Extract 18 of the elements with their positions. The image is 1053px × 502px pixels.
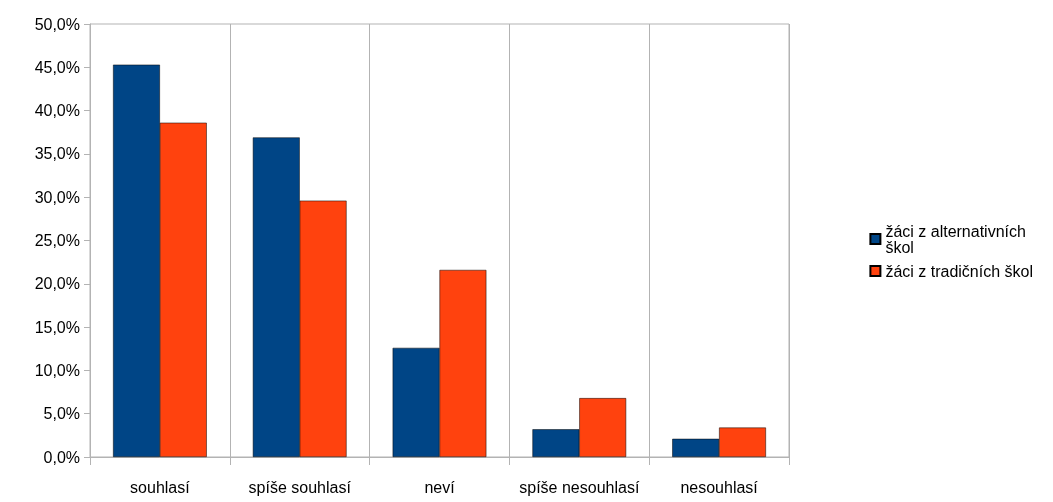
y-tick-label: 15,0%	[34, 318, 80, 336]
x-tick-label: spíše nesouhlasí	[519, 478, 640, 496]
x-tick-label: souhlasí	[130, 478, 191, 496]
y-tick-label: 10,0%	[34, 361, 80, 379]
y-tick-label: 35,0%	[34, 145, 80, 163]
y-tick-label: 40,0%	[34, 102, 80, 120]
y-tick-label: 50,0%	[34, 15, 80, 33]
x-tick-label: spíše souhlasí	[248, 478, 352, 496]
y-tick-label: 5,0%	[43, 405, 80, 423]
y-tick-label: 0,0%	[43, 448, 80, 466]
x-tick-label: neví	[424, 478, 456, 496]
y-tick-label: 30,0%	[34, 188, 80, 206]
legend-label: žáci z alternativních škol	[885, 222, 1031, 256]
y-tick-label: 25,0%	[34, 232, 80, 249]
legend-label: žáci z tradičních škol	[885, 262, 1033, 280]
x-tick-label: nesouhlasí	[680, 478, 759, 496]
y-tick-label: 20,0%	[34, 275, 80, 293]
y-tick-label: 45,0%	[34, 58, 80, 76]
